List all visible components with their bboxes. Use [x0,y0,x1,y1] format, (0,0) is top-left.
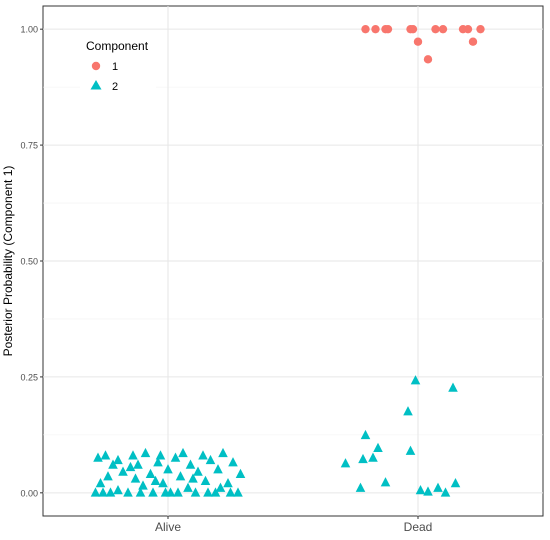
point-component-2 [128,450,138,460]
point-component-2 [130,473,141,483]
y-tick-label: 0.75 [20,141,38,151]
legend-title: Component [86,39,149,53]
point-component-2 [113,454,123,465]
point-component-1 [431,24,440,34]
point-component-2 [118,466,128,476]
grid-lines [43,6,543,516]
point-component-2 [148,487,158,497]
legend-label-1: 1 [112,61,118,73]
point-component-2 [123,487,133,497]
point-component-2 [355,482,366,492]
y-tick-label: 1.00 [20,25,38,35]
point-component-2 [145,468,156,479]
point-component-2 [103,471,113,481]
point-component-2 [193,466,203,476]
point-component-2 [403,406,413,416]
point-component-2 [133,459,143,469]
point-component-2 [100,450,111,460]
point-component-2 [228,457,238,467]
point-component-2 [173,487,183,497]
point-component-2 [213,464,223,474]
point-component-2 [423,486,433,496]
point-component-1 [423,55,433,64]
y-tick-label: 0.25 [20,372,38,382]
point-component-2 [153,457,163,467]
point-component-2 [415,485,426,495]
data-points [90,24,485,497]
point-component-2 [113,485,123,495]
point-component-2 [380,477,391,487]
point-component-1 [408,24,418,34]
legend-circle-icon [91,61,101,71]
point-component-2 [210,487,221,497]
point-component-2 [158,478,168,488]
point-component-2 [135,487,146,497]
point-component-2 [450,478,461,488]
point-component-2 [358,453,368,464]
point-component-2 [218,447,228,458]
point-component-2 [108,459,118,469]
point-component-2 [125,461,136,472]
point-component-2 [188,473,198,483]
y-axis-label: Posterior Probability (Component 1) [1,166,15,357]
point-component-2 [163,464,173,474]
point-component-2 [233,487,243,497]
point-component-2 [448,382,458,392]
point-component-1 [383,24,393,34]
point-component-2 [105,487,116,497]
point-component-2 [95,478,106,488]
point-component-2 [368,452,378,462]
point-component-2 [205,454,216,465]
y-axis-ticks: 0.00 0.25 0.50 0.75 1.00 [20,25,43,498]
point-component-2 [223,478,233,488]
legend-triangle-icon [90,80,102,90]
point-component-2 [198,450,208,460]
point-component-2 [203,487,213,497]
legend: Component 1 2 [80,34,156,94]
point-component-2 [340,458,351,468]
point-component-1 [361,24,370,34]
point-component-2 [175,471,186,481]
point-component-2 [185,459,196,469]
point-component-2 [98,487,108,497]
point-component-2 [90,487,101,497]
point-component-2 [150,475,161,485]
point-component-2 [138,480,148,490]
point-component-2 [440,487,451,497]
point-component-2 [410,375,421,385]
point-component-2 [235,468,246,479]
legend-label-2: 2 [112,81,118,93]
point-component-2 [200,475,211,485]
point-component-2 [183,482,193,492]
point-component-2 [190,487,201,497]
point-component-1 [371,24,380,34]
point-component-2 [405,445,416,455]
point-component-2 [360,429,371,440]
y-tick-label: 0.50 [20,257,38,267]
point-component-2 [170,452,181,462]
point-component-2 [178,447,188,458]
point-component-1 [468,37,478,46]
x-tick-label: Alive [155,520,181,534]
point-component-1 [476,24,485,34]
point-component-2 [140,447,151,458]
point-component-2 [225,487,236,497]
point-component-1 [463,24,473,34]
point-component-2 [433,482,443,492]
x-tick-label: Dead [404,520,433,534]
point-component-2 [373,442,383,453]
point-component-2 [155,450,166,460]
point-component-2 [215,482,226,492]
point-component-1 [438,24,448,34]
y-tick-label: 0.00 [20,488,38,498]
point-component-2 [93,452,103,462]
point-component-2 [160,487,171,497]
point-component-1 [413,37,423,46]
x-axis-ticks: Alive Dead [155,516,432,534]
